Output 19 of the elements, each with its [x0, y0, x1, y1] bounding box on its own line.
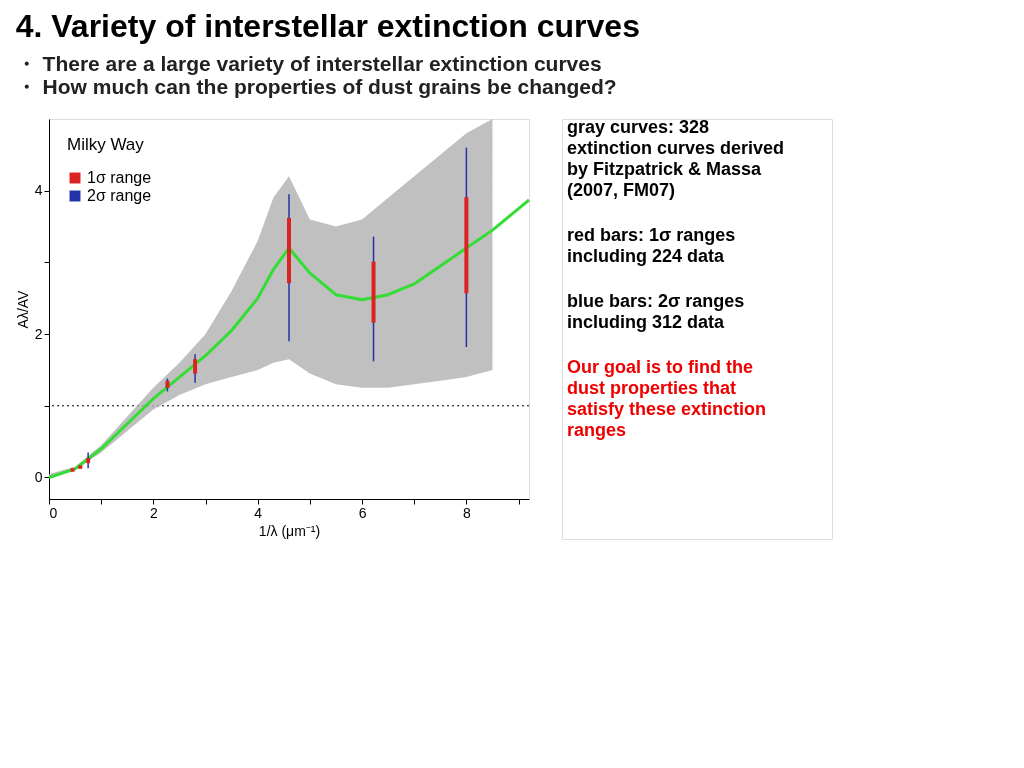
x-tick-label: 6	[358, 504, 367, 521]
text: gray curves: 328 extinction curves derived by Fitzpatrick & Massa (2007, FM07)	[567, 117, 785, 200]
legend-label: 2σ range	[87, 187, 152, 204]
legend-label: 1σ range	[87, 169, 152, 186]
y-tick-label: 2	[34, 325, 43, 342]
x-tick-label: 2	[149, 504, 158, 521]
text: Our goal is to find the dust properties that satisfy these extinction ranges	[567, 357, 767, 440]
text: red bars: 1σ ranges including 224 data	[567, 225, 736, 266]
y-tick-label: 4	[34, 182, 43, 199]
y-tick-label: 0	[34, 468, 43, 485]
y-axis-title: Aλ/AV	[14, 289, 31, 329]
x-tick-label: 8	[462, 504, 471, 521]
chart-title: 4. Variety of interstellar extinction curves	[15, 7, 640, 44]
chart-subtitle: ・ There are a large variety of interstellar extinction curves ・ How much can the properties of dust grains be changed?	[15, 51, 617, 98]
legend-title: Milky Way	[67, 135, 145, 154]
x-tick-label: 4	[254, 504, 263, 521]
text: blue bars: 2σ ranges including 312 data	[567, 291, 745, 332]
x-axis-title: 1/λ (μm⁻¹)	[258, 522, 321, 539]
x-tick-label: 0	[49, 504, 58, 521]
